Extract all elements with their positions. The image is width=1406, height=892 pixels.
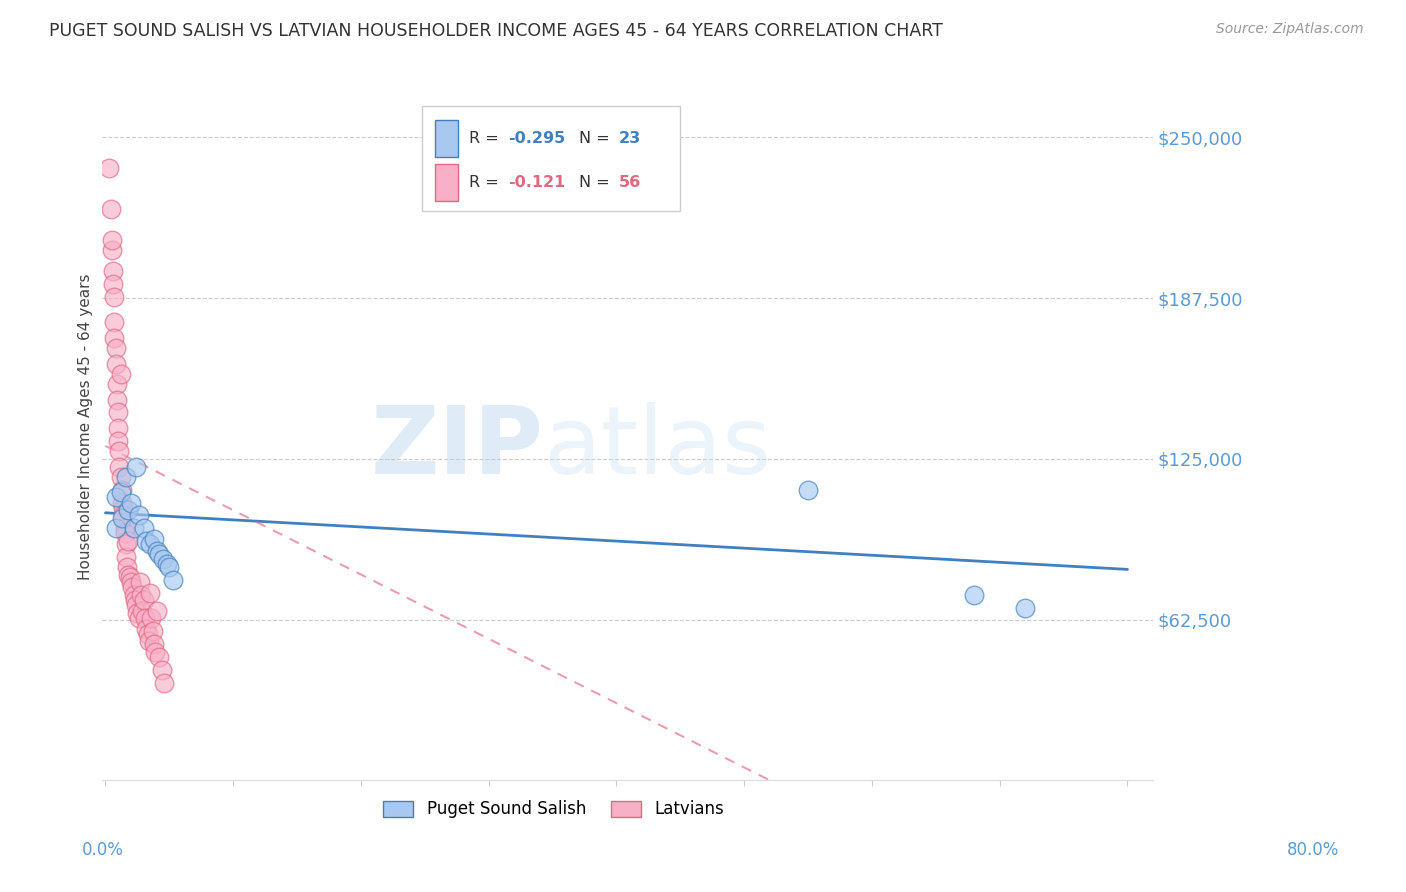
Point [135,534,157,549]
Point [139,536,162,550]
Point [131,603,153,617]
Point [101,264,124,278]
Point [148,649,170,664]
Legend: Puget Sound Salish, Latvians: Puget Sound Salish, Latvians [377,794,731,825]
Text: PUGET SOUND SALISH VS LATVIAN HOUSEHOLDER INCOME AGES 45 - 64 YEARS CORRELATION : PUGET SOUND SALISH VS LATVIAN HOUSEHOLDE… [49,22,943,40]
Text: R =: R = [468,131,503,146]
Point [132,593,155,607]
Point [143,645,166,659]
Point [118,570,141,584]
Point [1014,601,1036,615]
Point [157,559,180,574]
Point [103,290,125,304]
Point [110,470,132,484]
Text: R =: R = [468,175,509,190]
Point [127,606,149,620]
Point [134,611,156,625]
Point [120,575,142,590]
Point [105,377,128,392]
Text: N =: N = [579,131,614,146]
Point [145,544,167,558]
Point [121,581,143,595]
Point [145,603,167,617]
Point [107,421,129,435]
Point [143,637,166,651]
Point [115,559,138,574]
Point [156,558,179,572]
Point [128,611,150,625]
Point [101,244,124,258]
Point [124,593,146,607]
Text: ZIP: ZIP [370,402,543,494]
Point [104,491,127,505]
Point [129,575,152,590]
Point [797,483,820,497]
Point [120,495,142,509]
Text: atlas: atlas [543,402,772,494]
Point [114,521,136,535]
Point [122,521,145,535]
Point [132,521,155,535]
Point [142,624,165,639]
Point [125,459,148,474]
Point [100,202,122,217]
Point [115,470,138,484]
Text: Source: ZipAtlas.com: Source: ZipAtlas.com [1216,22,1364,37]
Point [112,508,135,523]
Point [122,588,145,602]
Point [103,331,125,345]
Point [128,508,150,523]
Point [114,526,136,541]
Point [108,459,131,474]
Point [141,611,163,625]
Point [117,567,139,582]
Point [129,588,152,602]
Point [152,552,174,566]
Point [107,434,129,448]
FancyBboxPatch shape [422,106,681,211]
Text: 23: 23 [619,131,641,146]
Point [136,626,159,640]
Point [115,536,138,550]
Point [117,503,139,517]
Bar [434,164,458,201]
Point [139,585,162,599]
Point [108,444,131,458]
Text: -0.121: -0.121 [509,175,565,190]
Point [98,161,121,176]
Point [107,405,129,419]
Point [105,392,128,407]
Point [963,588,986,602]
Y-axis label: Householder Income Ages 45 - 64 years: Householder Income Ages 45 - 64 years [79,273,93,580]
Point [143,532,166,546]
Point [104,341,127,355]
Point [111,483,134,497]
Point [104,521,127,535]
Point [117,534,139,549]
Point [112,500,135,515]
Point [101,277,124,291]
Point [110,485,132,500]
Text: 0.0%: 0.0% [82,841,124,859]
Point [110,367,132,381]
Point [101,233,124,247]
Point [153,675,176,690]
Point [115,549,138,564]
Point [148,547,170,561]
Text: N =: N = [579,175,614,190]
Point [150,663,173,677]
Point [125,599,148,613]
Bar [434,120,458,157]
Text: -0.295: -0.295 [509,131,565,146]
Point [138,634,160,648]
Point [162,573,184,587]
Point [111,495,134,509]
Point [103,316,125,330]
Point [111,511,134,525]
Text: 80.0%: 80.0% [1286,841,1340,859]
Text: 56: 56 [619,175,641,190]
Point [135,622,157,636]
Point [104,357,127,371]
